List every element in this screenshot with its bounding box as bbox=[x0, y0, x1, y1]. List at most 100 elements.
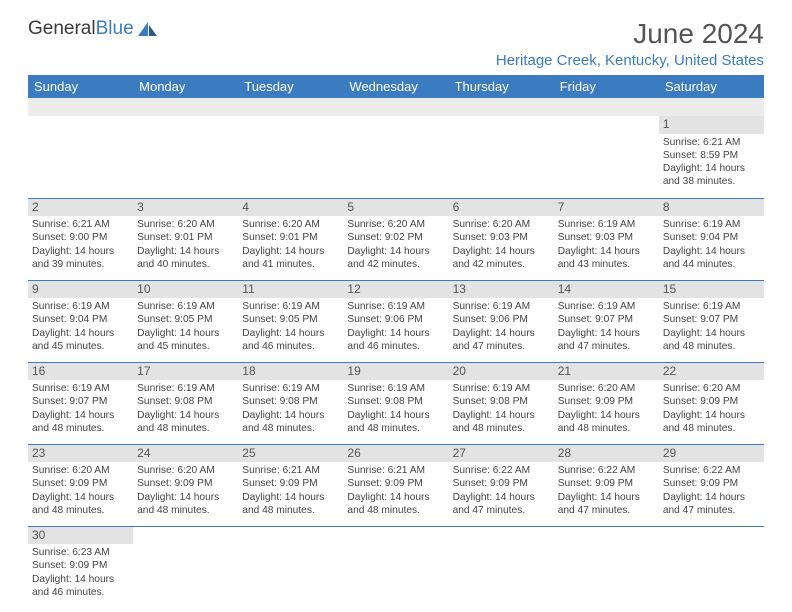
blank-cell bbox=[238, 98, 343, 116]
day-number: 26 bbox=[343, 445, 448, 463]
day-number: 14 bbox=[554, 281, 659, 299]
sunrise-line: Sunrise: 6:19 AM bbox=[347, 382, 444, 395]
day-header: Saturday bbox=[659, 75, 764, 98]
day-cell: 18Sunrise: 6:19 AMSunset: 9:08 PMDayligh… bbox=[238, 362, 343, 444]
sunrise-line: Sunrise: 6:20 AM bbox=[558, 382, 655, 395]
blank-cell bbox=[659, 98, 764, 116]
sunset-line: Sunset: 9:09 PM bbox=[663, 477, 760, 490]
sunset-line: Sunset: 9:08 PM bbox=[137, 395, 234, 408]
brand-part1: General bbox=[28, 18, 96, 40]
daylight-line: Daylight: 14 hours and 42 minutes. bbox=[453, 245, 550, 272]
sunrise-line: Sunrise: 6:19 AM bbox=[242, 382, 339, 395]
sunset-line: Sunset: 9:09 PM bbox=[558, 477, 655, 490]
sunset-line: Sunset: 9:08 PM bbox=[242, 395, 339, 408]
blank-cell bbox=[343, 98, 448, 116]
sunset-line: Sunset: 9:07 PM bbox=[558, 313, 655, 326]
daylight-line: Daylight: 14 hours and 40 minutes. bbox=[137, 245, 234, 272]
daylight-line: Daylight: 14 hours and 48 minutes. bbox=[558, 409, 655, 436]
calendar-table: SundayMondayTuesdayWednesdayThursdayFrid… bbox=[28, 75, 764, 608]
day-number: 6 bbox=[449, 199, 554, 217]
day-cell: 1Sunrise: 6:21 AMSunset: 8:59 PMDaylight… bbox=[659, 116, 764, 198]
daylight-line: Daylight: 14 hours and 48 minutes. bbox=[32, 491, 129, 518]
day-cell bbox=[554, 526, 659, 608]
day-cell bbox=[659, 526, 764, 608]
day-cell: 14Sunrise: 6:19 AMSunset: 9:07 PMDayligh… bbox=[554, 280, 659, 362]
sunrise-line: Sunrise: 6:19 AM bbox=[663, 218, 760, 231]
daylight-line: Daylight: 14 hours and 45 minutes. bbox=[137, 327, 234, 354]
sunrise-line: Sunrise: 6:19 AM bbox=[558, 300, 655, 313]
page-header: GeneralBlue June 2024 Heritage Creek, Ke… bbox=[28, 18, 764, 69]
month-year: June 2024 bbox=[496, 18, 764, 50]
daylight-line: Daylight: 14 hours and 41 minutes. bbox=[242, 245, 339, 272]
day-number: 2 bbox=[28, 199, 133, 217]
sunrise-line: Sunrise: 6:23 AM bbox=[32, 546, 129, 559]
sunset-line: Sunset: 9:07 PM bbox=[32, 395, 129, 408]
sunrise-line: Sunrise: 6:21 AM bbox=[663, 136, 760, 149]
daylight-line: Daylight: 14 hours and 48 minutes. bbox=[137, 491, 234, 518]
calendar-head: SundayMondayTuesdayWednesdayThursdayFrid… bbox=[28, 75, 764, 98]
day-number: 9 bbox=[28, 281, 133, 299]
day-number: 29 bbox=[659, 445, 764, 463]
day-cell: 25Sunrise: 6:21 AMSunset: 9:09 PMDayligh… bbox=[238, 444, 343, 526]
day-number: 19 bbox=[343, 363, 448, 381]
daylight-line: Daylight: 14 hours and 46 minutes. bbox=[347, 327, 444, 354]
day-cell: 0 bbox=[554, 116, 659, 198]
day-cell: 2Sunrise: 6:21 AMSunset: 9:00 PMDaylight… bbox=[28, 198, 133, 280]
daylight-line: Daylight: 14 hours and 46 minutes. bbox=[242, 327, 339, 354]
daylight-line: Daylight: 14 hours and 48 minutes. bbox=[242, 491, 339, 518]
sunrise-line: Sunrise: 6:20 AM bbox=[347, 218, 444, 231]
day-header: Sunday bbox=[28, 75, 133, 98]
sunset-line: Sunset: 9:09 PM bbox=[32, 559, 129, 572]
day-cell: 17Sunrise: 6:19 AMSunset: 9:08 PMDayligh… bbox=[133, 362, 238, 444]
calendar-body: 0000001Sunrise: 6:21 AMSunset: 8:59 PMDa… bbox=[28, 98, 764, 608]
daylight-line: Daylight: 14 hours and 47 minutes. bbox=[558, 491, 655, 518]
daylight-line: Daylight: 14 hours and 39 minutes. bbox=[32, 245, 129, 272]
daylight-line: Daylight: 14 hours and 46 minutes. bbox=[32, 573, 129, 600]
day-cell: 15Sunrise: 6:19 AMSunset: 9:07 PMDayligh… bbox=[659, 280, 764, 362]
sunrise-line: Sunrise: 6:20 AM bbox=[453, 218, 550, 231]
daylight-line: Daylight: 14 hours and 48 minutes. bbox=[137, 409, 234, 436]
sunset-line: Sunset: 9:00 PM bbox=[32, 231, 129, 244]
sunset-line: Sunset: 9:09 PM bbox=[347, 477, 444, 490]
day-cell: 30Sunrise: 6:23 AMSunset: 9:09 PMDayligh… bbox=[28, 526, 133, 608]
daylight-line: Daylight: 14 hours and 45 minutes. bbox=[32, 327, 129, 354]
day-number: 1 bbox=[659, 116, 764, 134]
day-cell: 29Sunrise: 6:22 AMSunset: 9:09 PMDayligh… bbox=[659, 444, 764, 526]
day-number: 28 bbox=[554, 445, 659, 463]
daylight-line: Daylight: 14 hours and 48 minutes. bbox=[453, 409, 550, 436]
day-cell: 20Sunrise: 6:19 AMSunset: 9:08 PMDayligh… bbox=[449, 362, 554, 444]
title-block: June 2024 Heritage Creek, Kentucky, Unit… bbox=[496, 18, 764, 69]
daylight-line: Daylight: 14 hours and 47 minutes. bbox=[558, 327, 655, 354]
sunrise-line: Sunrise: 6:22 AM bbox=[558, 464, 655, 477]
sunrise-line: Sunrise: 6:19 AM bbox=[137, 300, 234, 313]
day-header: Tuesday bbox=[238, 75, 343, 98]
daylight-line: Daylight: 14 hours and 48 minutes. bbox=[347, 491, 444, 518]
day-cell: 28Sunrise: 6:22 AMSunset: 9:09 PMDayligh… bbox=[554, 444, 659, 526]
sunset-line: Sunset: 9:04 PM bbox=[663, 231, 760, 244]
sunset-line: Sunset: 8:59 PM bbox=[663, 149, 760, 162]
day-cell: 11Sunrise: 6:19 AMSunset: 9:05 PMDayligh… bbox=[238, 280, 343, 362]
sunset-line: Sunset: 9:01 PM bbox=[242, 231, 339, 244]
daylight-line: Daylight: 14 hours and 48 minutes. bbox=[663, 327, 760, 354]
daylight-line: Daylight: 14 hours and 48 minutes. bbox=[663, 409, 760, 436]
day-cell bbox=[449, 526, 554, 608]
sunrise-line: Sunrise: 6:20 AM bbox=[137, 218, 234, 231]
day-header: Monday bbox=[133, 75, 238, 98]
daylight-line: Daylight: 14 hours and 43 minutes. bbox=[558, 245, 655, 272]
blank-cell bbox=[133, 98, 238, 116]
day-number: 10 bbox=[133, 281, 238, 299]
sunrise-line: Sunrise: 6:20 AM bbox=[663, 382, 760, 395]
sunset-line: Sunset: 9:06 PM bbox=[453, 313, 550, 326]
day-header: Wednesday bbox=[343, 75, 448, 98]
sunset-line: Sunset: 9:06 PM bbox=[347, 313, 444, 326]
sunset-line: Sunset: 9:04 PM bbox=[32, 313, 129, 326]
sunset-line: Sunset: 9:05 PM bbox=[242, 313, 339, 326]
day-cell: 0 bbox=[343, 116, 448, 198]
sunrise-line: Sunrise: 6:19 AM bbox=[453, 382, 550, 395]
sunrise-line: Sunrise: 6:21 AM bbox=[32, 218, 129, 231]
sunset-line: Sunset: 9:01 PM bbox=[137, 231, 234, 244]
day-number: 15 bbox=[659, 281, 764, 299]
day-number: 23 bbox=[28, 445, 133, 463]
sunrise-line: Sunrise: 6:19 AM bbox=[242, 300, 339, 313]
daylight-line: Daylight: 14 hours and 48 minutes. bbox=[347, 409, 444, 436]
